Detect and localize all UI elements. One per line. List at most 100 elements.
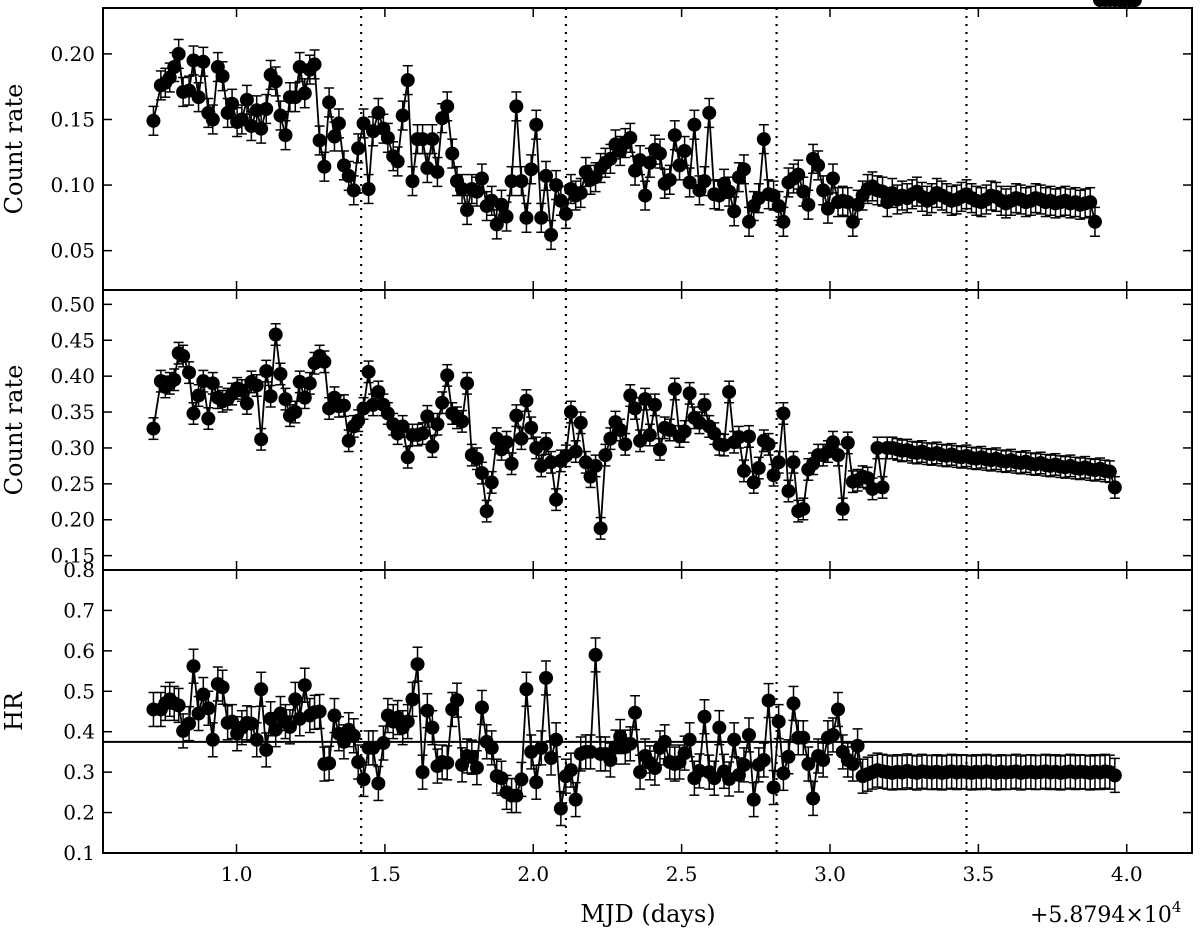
panel-3-point-121	[741, 727, 756, 742]
panel-3-point-143	[850, 738, 865, 753]
panel-2-point-91	[593, 521, 608, 536]
panel-1-point-19	[239, 92, 254, 107]
panel-3-point-8	[186, 659, 201, 674]
panel-1-point-10	[196, 54, 211, 69]
panel-2-point-46	[371, 384, 386, 399]
panel-1-point-83	[553, 193, 568, 208]
panel-2-point-22	[254, 432, 269, 447]
panel-3-point-94	[608, 740, 623, 755]
panel-3-point-138	[825, 727, 840, 742]
panel-2-point-119	[731, 430, 746, 445]
panel-2-point-24	[263, 389, 278, 404]
panel-1-point-36	[322, 95, 337, 110]
panel-2-point-139	[831, 448, 846, 463]
panel-2-ytick-label-2: 0.25	[50, 472, 95, 496]
panel-3-point-28	[282, 719, 297, 734]
panel-2-point-92	[598, 448, 613, 463]
panel-2-point-140	[835, 501, 850, 516]
panel-3-point-60	[440, 755, 455, 770]
panel-3-point-95	[613, 729, 628, 744]
panel-1-point-70	[489, 217, 504, 232]
panel-3-point-7	[182, 716, 197, 731]
panel-2-point-103	[652, 442, 667, 457]
panel-3-point-109	[682, 732, 697, 747]
panel-1-point-107	[672, 158, 687, 173]
panel-1-point-27	[278, 128, 293, 143]
panel-2-point-147	[870, 440, 885, 455]
panel-2-point-35	[317, 354, 332, 369]
panel-3-point-41	[346, 728, 361, 743]
panel-1-point-97	[623, 130, 638, 145]
panel-2-point-117	[722, 384, 737, 399]
xtick-label-1: 1.5	[369, 862, 401, 886]
panel-3-point-115	[712, 720, 727, 735]
panel-2-point-89	[583, 469, 598, 484]
panel-3-point-129	[781, 749, 796, 764]
panel-2-point-42	[351, 413, 366, 428]
panel-1-point-67	[474, 171, 489, 186]
panel-3-point-20	[244, 716, 259, 731]
xtick-label-6: 4.0	[1111, 862, 1143, 886]
panel-1-point-106	[667, 128, 682, 143]
panel-2-point-0	[146, 421, 161, 436]
panel-3-ytick-label-3: 0.4	[63, 720, 95, 744]
panel-3-point-90	[588, 647, 603, 662]
panel-3-point-134	[806, 791, 821, 806]
panel-1-point-42	[351, 141, 366, 156]
panel-3-point-34	[312, 704, 327, 719]
panel-1-point-78	[529, 117, 544, 132]
panel-3-point-78	[529, 775, 544, 790]
panel-1-point-52	[400, 73, 415, 88]
x-offset-label: +5.8794×104	[1030, 898, 1181, 928]
panel-1-point-120	[736, 162, 751, 177]
panel-3-point-22	[254, 682, 269, 697]
panel-1-point-80	[539, 168, 554, 183]
panel-3-point-136	[816, 753, 831, 768]
panel-3-point-62	[449, 693, 464, 708]
panel-3-point-57	[425, 720, 440, 735]
panel-2-point-58	[430, 417, 445, 432]
panel-2-point-73	[504, 456, 519, 471]
panel-2-point-29	[288, 405, 303, 420]
panel-1-ytick-label-0: 0.05	[50, 239, 95, 263]
panel-3-point-98	[628, 705, 643, 720]
panel-1-point-35	[317, 159, 332, 174]
panel-3-point-29	[288, 692, 303, 707]
panel-3-point-14	[215, 680, 230, 695]
panel-1-point-9	[191, 90, 206, 105]
panel-2-point-125	[761, 437, 776, 452]
panel-3-ytick-label-1: 0.2	[63, 801, 95, 825]
panel-1-point-66	[469, 184, 484, 199]
panel-2-point-51	[395, 419, 410, 434]
panel-2-point-59	[435, 395, 450, 410]
panel-2-point-32	[302, 376, 317, 391]
panel-3-point-199	[1127, 0, 1142, 7]
panel-1-point-25	[268, 74, 283, 89]
panel-2-point-87	[573, 415, 588, 430]
panel-1-point-77	[524, 162, 539, 177]
panel-3-point-36	[322, 756, 337, 771]
panel-2-point-114	[707, 426, 722, 441]
panel-2-point-120	[736, 463, 751, 478]
panel-2-point-18	[234, 383, 249, 398]
panel-1-point-14	[215, 69, 230, 84]
panel-2-series-line	[152, 334, 1116, 529]
panel-2-point-109	[682, 386, 697, 401]
panel-2-point-48	[380, 406, 395, 421]
panel-1-point-59	[435, 111, 450, 126]
panel-3-point-5	[171, 698, 186, 713]
panel-1-point-81	[544, 227, 559, 242]
panel-1-point-190	[1083, 195, 1098, 210]
panel-1-point-34	[312, 133, 327, 148]
panel-1-ytick-label-1: 0.10	[50, 173, 95, 197]
panel-3-point-56	[420, 703, 435, 718]
panel-3-frame	[102, 569, 1193, 854]
panel-3-point-52	[400, 714, 415, 729]
panel-2-point-56	[420, 409, 435, 424]
panel-3-point-81	[544, 750, 559, 765]
panel-2-point-98	[628, 401, 643, 416]
panel-2-point-52	[400, 450, 415, 465]
panel-1-point-142	[845, 214, 860, 229]
panel-2-ytick-label-4: 0.35	[50, 400, 95, 424]
panel-2-ytick-label-1: 0.20	[50, 508, 95, 532]
